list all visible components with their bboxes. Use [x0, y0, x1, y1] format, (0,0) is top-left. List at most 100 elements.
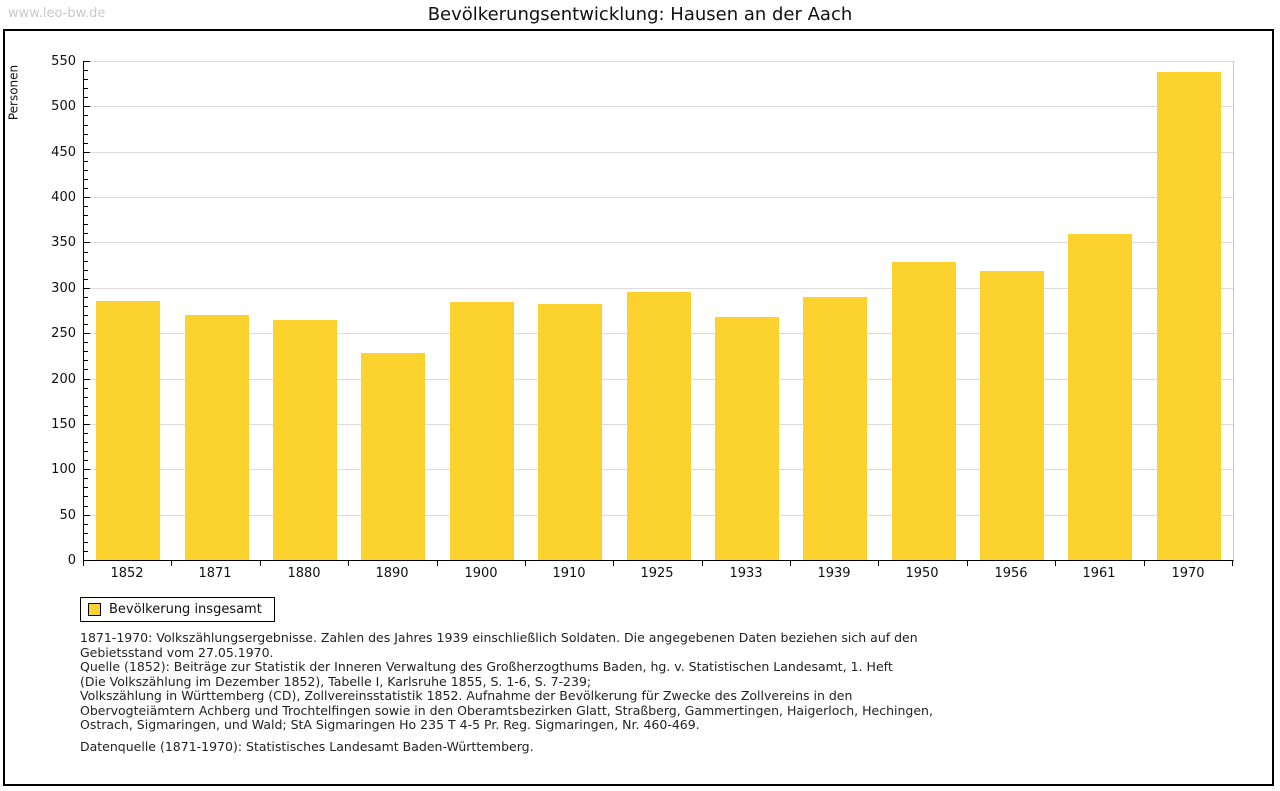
y-axis-minor-tick	[84, 161, 88, 162]
y-axis-minor-tick	[84, 496, 88, 497]
legend: Bevölkerung insgesamt	[80, 597, 275, 622]
footnote-line: Obervogteiämtern Achberg und Trochtelfin…	[80, 702, 933, 718]
y-gridline	[84, 61, 1233, 62]
y-axis-minor-tick	[84, 351, 88, 352]
y-axis-minor-tick	[84, 551, 88, 552]
y-axis-minor-tick	[84, 279, 88, 280]
footnote-line: Quelle (1852): Beiträge zur Statistik de…	[80, 659, 893, 674]
x-tick-label: 1950	[905, 566, 939, 581]
footnote-line: Volkszählung in Württemberg (CD), Zollve…	[80, 688, 853, 703]
y-axis-major-tick	[84, 242, 90, 243]
y-axis-major-tick	[84, 61, 90, 62]
x-axis-tick	[83, 561, 84, 566]
y-axis-minor-tick	[84, 233, 88, 234]
bar	[1068, 234, 1132, 560]
bar	[361, 353, 425, 560]
footnote-line: (Die Volkszählung im Dezember 1852), Tab…	[80, 673, 592, 689]
y-axis-major-tick	[84, 152, 90, 153]
y-axis-major-tick	[84, 288, 90, 289]
x-tick-label: 1910	[552, 566, 586, 581]
y-axis-minor-tick	[84, 270, 88, 271]
x-axis-tick	[967, 561, 968, 566]
y-axis-minor-tick	[84, 451, 88, 452]
y-axis-title: Personen	[6, 64, 21, 121]
y-axis-minor-tick	[84, 360, 88, 361]
bar	[1157, 72, 1221, 560]
x-axis-tick	[1055, 561, 1056, 566]
x-axis-tick	[437, 561, 438, 566]
x-tick-label: 1900	[464, 566, 498, 581]
x-tick-label: 1956	[994, 566, 1028, 581]
y-tick-label: 300	[51, 281, 76, 296]
y-axis-minor-tick	[84, 478, 88, 479]
chart-frame	[3, 29, 1274, 786]
y-axis-minor-tick	[84, 252, 88, 253]
y-axis-minor-tick	[84, 70, 88, 71]
x-tick-label: 1880	[287, 566, 321, 581]
x-tick-label: 1970	[1171, 566, 1205, 581]
bar	[627, 292, 691, 560]
x-axis-tick	[525, 561, 526, 566]
x-tick-label: 1925	[640, 566, 674, 581]
y-axis-minor-tick	[84, 369, 88, 370]
y-axis-minor-tick	[84, 224, 88, 225]
y-axis-minor-tick	[84, 170, 88, 171]
y-tick-label: 200	[51, 372, 76, 387]
y-axis-minor-tick	[84, 297, 88, 298]
y-axis-minor-tick	[84, 306, 88, 307]
y-axis-minor-tick	[84, 188, 88, 189]
y-axis-major-tick	[84, 424, 90, 425]
bar	[803, 297, 867, 560]
y-axis-minor-tick	[84, 88, 88, 89]
chart-title: Bevölkerungsentwicklung: Hausen an der A…	[427, 4, 853, 25]
y-axis-minor-tick	[84, 406, 88, 407]
y-axis-minor-tick	[84, 442, 88, 443]
x-axis-tick	[171, 561, 172, 566]
bar	[96, 301, 160, 560]
x-axis-tick	[1232, 561, 1233, 566]
watermark: www.leo-bw.de	[8, 6, 106, 21]
y-axis-minor-tick	[84, 342, 88, 343]
x-axis-tick	[260, 561, 261, 566]
y-axis-minor-tick	[84, 506, 88, 507]
x-axis-tick	[613, 561, 614, 566]
y-tick-label: 550	[51, 54, 76, 69]
x-axis-tick	[790, 561, 791, 566]
y-axis-minor-tick	[84, 533, 88, 534]
y-axis-minor-tick	[84, 433, 88, 434]
x-tick-label: 1961	[1082, 566, 1116, 581]
footnote-line: Ostrach, Sigmaringen, und Wald; StA Sigm…	[80, 717, 700, 732]
datasource-line: Datenquelle (1871-1970): Statistisches L…	[80, 739, 534, 754]
y-tick-label: 100	[51, 462, 76, 477]
y-axis-minor-tick	[84, 125, 88, 126]
y-axis-minor-tick	[84, 415, 88, 416]
y-axis-minor-tick	[84, 79, 88, 80]
y-axis-minor-tick	[84, 460, 88, 461]
y-tick-label: 0	[67, 553, 76, 568]
legend-swatch	[88, 603, 101, 616]
bar	[450, 302, 514, 560]
y-axis-minor-tick	[84, 215, 88, 216]
y-gridline	[84, 288, 1233, 289]
x-axis-tick	[348, 561, 349, 566]
y-axis-major-tick	[84, 333, 90, 334]
y-axis-minor-tick	[84, 397, 88, 398]
y-tick-label: 50	[59, 508, 76, 523]
y-gridline	[84, 106, 1233, 107]
y-axis-major-tick	[84, 197, 90, 198]
y-tick-label: 350	[51, 235, 76, 250]
y-gridline	[84, 242, 1233, 243]
y-axis-minor-tick	[84, 206, 88, 207]
y-tick-label: 250	[51, 326, 76, 341]
y-axis-minor-tick	[84, 524, 88, 525]
source-notes: 1871-1970: Volkszählungsergebnisse. Zahl…	[80, 630, 1230, 733]
bar	[273, 320, 337, 560]
y-axis-major-tick	[84, 379, 90, 380]
y-axis-major-tick	[84, 469, 90, 470]
x-tick-label: 1852	[110, 566, 144, 581]
y-tick-label: 400	[51, 190, 76, 205]
y-tick-label: 450	[51, 145, 76, 160]
legend-label: Bevölkerung insgesamt	[109, 602, 262, 617]
y-axis-minor-tick	[84, 143, 88, 144]
